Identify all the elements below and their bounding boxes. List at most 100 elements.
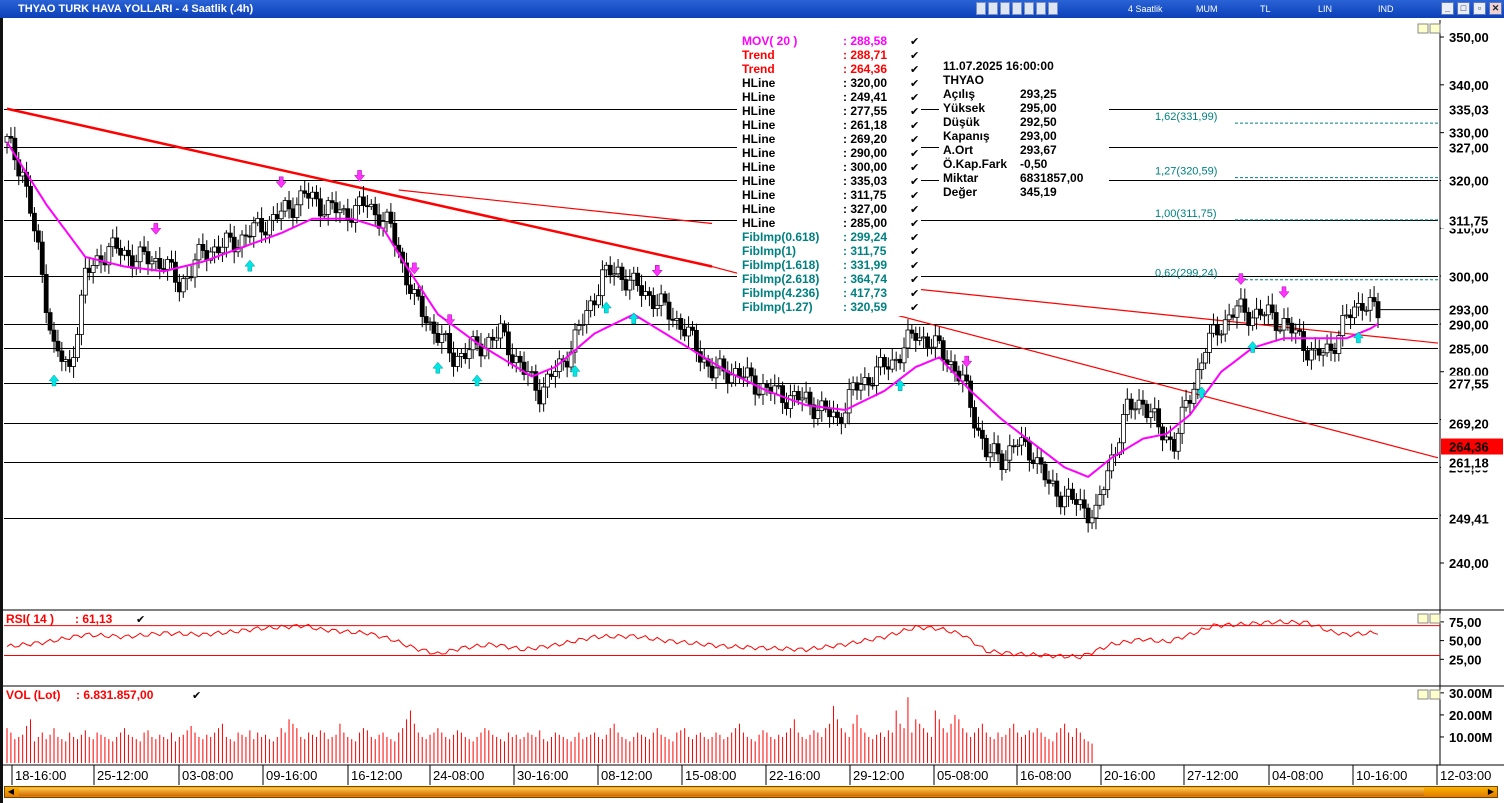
candle-body (1277, 329, 1283, 332)
candle-body (435, 333, 441, 343)
menu-period[interactable]: 4 Saatlik (1128, 4, 1163, 14)
scrollbar-thumb[interactable] (19, 788, 1424, 796)
candle-body (208, 251, 214, 261)
candle-body (1097, 494, 1103, 506)
panel-settings-icon (1417, 613, 1429, 624)
x-tick-label: 18-16:00 (15, 768, 66, 783)
restore-button[interactable]: ▫ (1473, 2, 1486, 15)
candle-body (290, 208, 296, 218)
menu-indicators[interactable]: IND (1378, 4, 1394, 14)
check-icon: ✔ (910, 189, 919, 202)
candle-body (239, 234, 245, 248)
candle-body (607, 264, 613, 276)
hline-label-bg (1441, 415, 1503, 432)
close-button[interactable]: ✕ (1489, 2, 1502, 15)
panel-settings-icon (1417, 23, 1429, 34)
candle-body (12, 137, 18, 161)
candle-body (462, 353, 468, 360)
candle-body (831, 411, 836, 418)
candle-body (1136, 399, 1142, 410)
candle-body (670, 318, 676, 321)
scroll-right-icon[interactable]: ▶ (1487, 787, 1495, 796)
toolbar-icon[interactable] (1000, 2, 1010, 15)
candle-body (686, 326, 691, 337)
candle-body (1238, 298, 1244, 307)
hline-label-bg (1441, 139, 1503, 156)
candle-body (1316, 348, 1322, 356)
toolbar-icon[interactable] (1036, 2, 1046, 15)
check-icon: ✔ (910, 91, 919, 104)
check-icon: ✔ (136, 613, 145, 626)
vol-tick-label: 30.00M (1449, 686, 1492, 701)
candle-body (274, 214, 280, 220)
candle-body (541, 386, 547, 405)
sell-arrow-icon (444, 314, 456, 327)
candle-body (278, 210, 284, 220)
legend-name: HLine (742, 90, 776, 104)
y-tick-label: 340,00 (1449, 78, 1489, 93)
candle-body (1073, 499, 1079, 505)
candle-body (850, 382, 856, 391)
legend-value: : 320,59 (843, 300, 887, 314)
toolbar-icon[interactable] (1048, 2, 1058, 15)
candle-body (619, 266, 625, 280)
menu-scale[interactable]: LIN (1318, 4, 1333, 14)
candle-body (39, 241, 45, 275)
candle-body (388, 211, 394, 224)
toolbar-icon[interactable] (1012, 2, 1022, 15)
menu-currency[interactable]: TL (1260, 4, 1271, 14)
toolbar-icon[interactable] (976, 2, 986, 15)
y-tick-label: 350,00 (1449, 30, 1489, 45)
candle-body (592, 300, 597, 306)
x-tick-label: 24-08:00 (433, 768, 484, 783)
check-icon: ✔ (910, 203, 919, 216)
candle-body (1336, 335, 1342, 354)
vol-label: VOL (Lot) (6, 688, 60, 702)
candle-body (231, 236, 237, 253)
info-label: Açılış (943, 87, 975, 101)
sell-arrow-icon (1235, 273, 1247, 286)
x-tick-label: 27-12:00 (1187, 768, 1238, 783)
candle-body (1328, 343, 1334, 351)
sell-arrow-icon (354, 170, 366, 182)
toolbar-icon[interactable] (1024, 2, 1034, 15)
candle-body (819, 400, 825, 412)
candle-body (925, 336, 930, 348)
candle-body (505, 331, 511, 356)
x-tick-label: 20-16:00 (1104, 768, 1155, 783)
candle-body (1207, 332, 1212, 353)
candle-body (913, 332, 919, 341)
candle-body (317, 198, 323, 217)
horizontal-scrollbar[interactable]: ◀ ▶ (4, 786, 1498, 798)
candle-body (513, 355, 519, 364)
window-title: THYAO TURK HAVA YOLLARI - 4 Saatlik (.4h… (18, 3, 254, 15)
candle-body (862, 377, 868, 385)
candle-body (165, 259, 171, 270)
candle-body (157, 258, 163, 269)
maximize-button[interactable]: □ (1457, 2, 1470, 15)
candle-body (1183, 400, 1189, 408)
info-value: 292,50 (1020, 115, 1057, 129)
candle-body (1305, 350, 1310, 361)
candle-body (917, 337, 923, 341)
trend-lines (6, 107, 1439, 459)
scroll-left-icon[interactable]: ◀ (7, 787, 15, 796)
candle-body (216, 246, 221, 254)
candle-body (905, 329, 911, 349)
candle-body (635, 272, 641, 286)
menu-chart-type[interactable]: MUM (1196, 4, 1218, 14)
candle-body (75, 334, 80, 358)
legend-value: : 364,74 (843, 272, 887, 286)
toolbar-icon[interactable] (988, 2, 998, 15)
hline-label-bg (1441, 510, 1503, 527)
candle-body (325, 200, 331, 215)
minimize-button[interactable]: _ (1441, 2, 1454, 15)
candle-body (842, 412, 848, 425)
candle-body (713, 367, 719, 379)
candle-body (4, 136, 10, 143)
legend-name: HLine (742, 188, 776, 202)
candle-body (1058, 495, 1064, 508)
buy-arrow-icon (569, 364, 581, 377)
candle-body (549, 373, 554, 377)
